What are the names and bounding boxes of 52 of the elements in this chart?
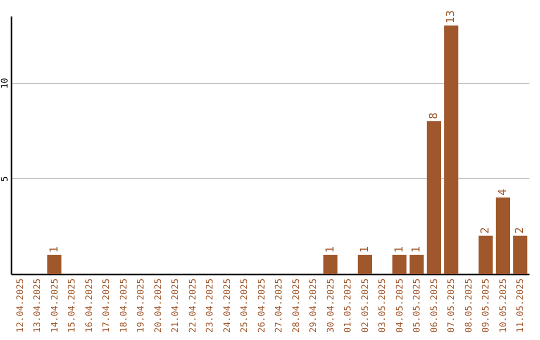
bar xyxy=(358,254,372,274)
x-tick-label: 27.04.2025 xyxy=(274,278,285,333)
x-tick-label: 03.05.2025 xyxy=(378,278,388,333)
x-tick-label: 08.05.2025 xyxy=(464,278,474,333)
y-tick-label: 5 xyxy=(0,176,10,182)
x-tick-label: 24.04.2025 xyxy=(222,278,233,333)
x-tick-label: 06.05.2025 xyxy=(430,278,440,333)
x-tick-label: 28.04.2025 xyxy=(292,278,302,333)
x-tick-label: 29.04.2025 xyxy=(309,278,320,333)
bar xyxy=(392,254,406,274)
x-tick-label: 19.04.2025 xyxy=(136,278,147,333)
x-tick-label: 07.05.2025 xyxy=(447,278,458,333)
x-tick-label: 18.04.2025 xyxy=(119,278,130,333)
x-tick-label: 25.04.2025 xyxy=(240,278,250,333)
bar xyxy=(323,254,338,274)
data-label: 4 xyxy=(496,188,509,196)
bar xyxy=(426,121,441,274)
x-tick-label: 26.04.2025 xyxy=(257,278,268,333)
bar xyxy=(513,236,528,274)
bar xyxy=(47,254,62,274)
x-tick-label: 04.05.2025 xyxy=(395,278,406,333)
x-tick-label: 21.04.2025 xyxy=(171,278,182,333)
x-tick-label: 11.05.2025 xyxy=(516,278,526,333)
bar xyxy=(478,236,493,274)
x-tick-label: 20.04.2025 xyxy=(154,278,164,333)
data-label: 1 xyxy=(323,246,336,253)
data-label: 1 xyxy=(410,246,423,253)
x-tick-label: 02.05.2025 xyxy=(360,278,371,333)
x-tick-label: 10.05.2025 xyxy=(498,278,509,333)
y-tick-label: 10 xyxy=(0,78,10,89)
x-tick-label: 30.04.2025 xyxy=(326,278,336,333)
x-tick-label: 14.04.2025 xyxy=(50,278,60,333)
x-tick-label: 01.05.2025 xyxy=(344,278,354,333)
x-tick-label: 12.04.2025 xyxy=(16,278,26,333)
data-label: 8 xyxy=(426,112,440,120)
data-label: 13 xyxy=(444,10,458,24)
data-label: 2 xyxy=(513,227,526,234)
bar xyxy=(496,198,510,274)
bar xyxy=(410,254,424,274)
x-tick-label: 13.04.2025 xyxy=(33,278,44,333)
bar xyxy=(444,26,458,274)
data-label: 2 xyxy=(478,227,492,234)
x-tick-label: 22.04.2025 xyxy=(188,278,198,333)
x-tick-label: 23.04.2025 xyxy=(206,278,216,333)
x-tick-label: 15.04.2025 xyxy=(68,278,78,333)
data-label: 1 xyxy=(47,246,60,253)
x-tick-label: 17.04.2025 xyxy=(102,278,112,333)
x-tick-label: 09.05.2025 xyxy=(482,278,492,333)
x-tick-label: 16.04.2025 xyxy=(84,278,95,333)
data-label: 1 xyxy=(392,246,406,253)
data-label: 1 xyxy=(358,246,371,253)
x-tick-label: 05.05.2025 xyxy=(412,278,423,333)
